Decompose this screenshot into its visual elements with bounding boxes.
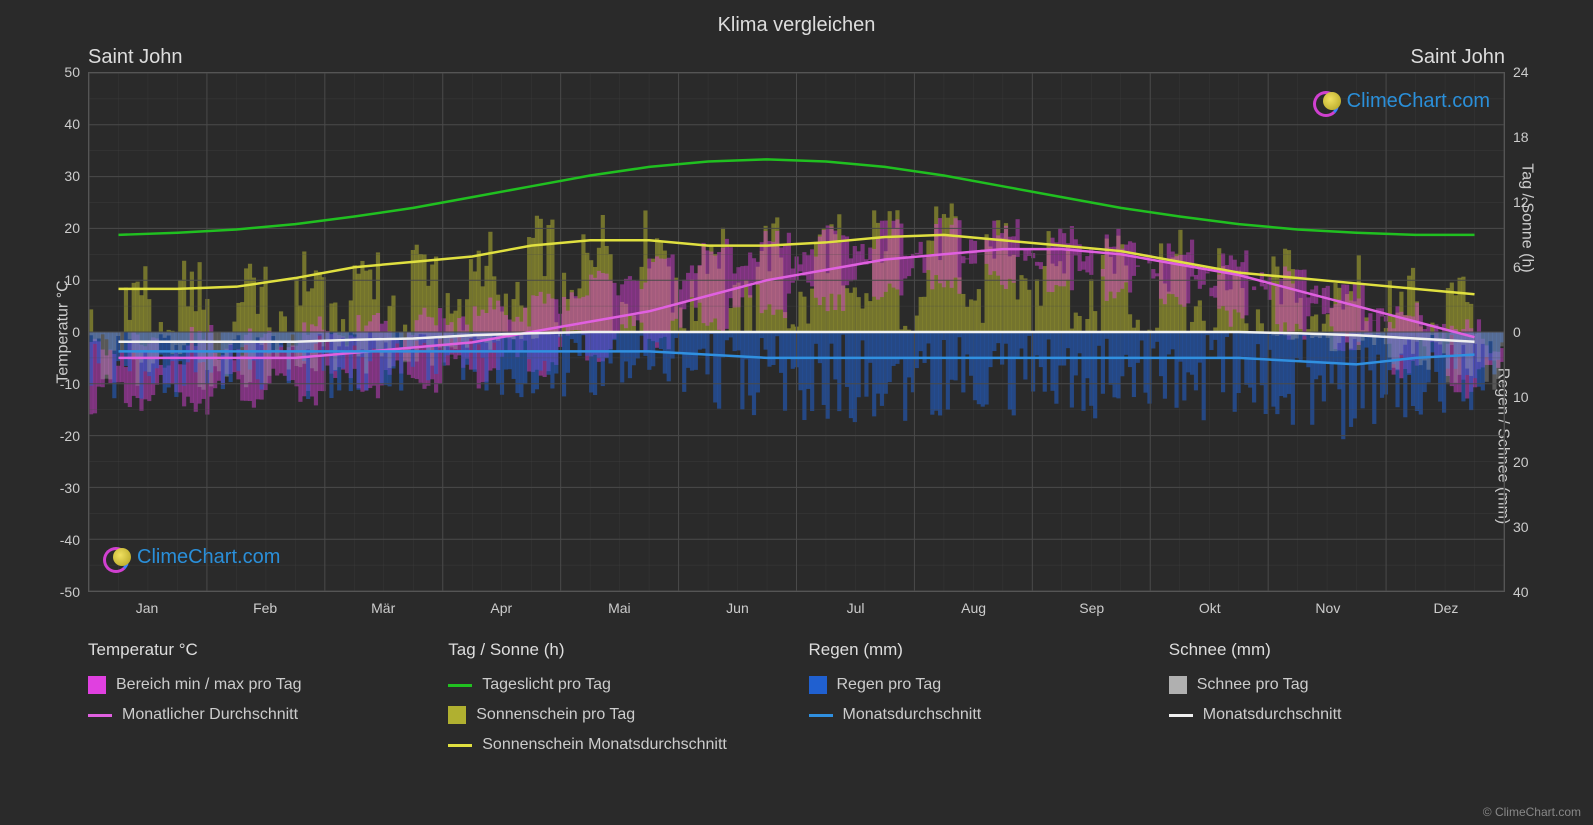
y-tick-left: -50 [60,584,80,600]
watermark-top: ClimeChart.com [1313,87,1490,115]
y-tick-left: 40 [64,116,80,132]
y-axis-right: Tag / Sonne (h) Regen / Schnee (mm) 2418… [1507,72,1593,592]
copyright-text: © ClimeChart.com [1483,805,1581,819]
brand-logo-icon [1313,87,1341,115]
legend-label: Regen pro Tag [837,676,942,694]
legend: Temperatur °C Bereich min / max pro Tag M… [88,640,1505,754]
legend-item: Schnee pro Tag [1169,676,1505,694]
legend-col-sun: Tag / Sonne (h) Tageslicht pro Tag Sonnen… [448,640,784,754]
legend-label: Tageslicht pro Tag [482,676,611,694]
x-tick: Aug [961,600,986,616]
legend-header: Tag / Sonne (h) [448,640,784,660]
y-axis-left: Temperatur °C 50403020100-10-20-30-40-50 [0,72,86,592]
y-tick-left: -20 [60,428,80,444]
x-tick: Apr [490,600,512,616]
legend-label: Monatlicher Durchschnitt [122,706,298,724]
plot-area: ClimeChart.com ClimeChart.com [88,72,1505,592]
legend-item: Tageslicht pro Tag [448,676,784,694]
y-tick-right: 30 [1513,519,1529,535]
location-label-left: Saint John [88,46,183,69]
y-tick-left: 0 [72,324,80,340]
y-tick-right: 0 [1513,324,1521,340]
legend-label: Monatsdurchschnitt [843,706,982,724]
watermark-text: ClimeChart.com [1347,90,1490,113]
color-swatch-icon [88,676,106,694]
x-tick: Jun [726,600,749,616]
y-tick-left: -10 [60,376,80,392]
y-tick-right: 12 [1513,194,1529,210]
y-tick-left: 50 [64,64,80,80]
line-swatch-icon [448,744,472,747]
location-label-right: Saint John [1410,46,1505,69]
line-swatch-icon [448,684,472,687]
x-tick: Dez [1434,600,1459,616]
y-tick-left: 20 [64,220,80,236]
y-tick-left: 10 [64,272,80,288]
chart-container: Klima vergleichen Saint John Saint John … [0,0,1593,825]
y-tick-left: 30 [64,168,80,184]
x-tick: Mai [608,600,631,616]
legend-label: Monatsdurchschnitt [1203,706,1342,724]
line-swatch-icon [1169,714,1193,717]
legend-col-rain: Regen (mm) Regen pro Tag Monatsdurchschni… [809,640,1145,754]
legend-item: Sonnenschein Monatsdurchschnitt [448,736,784,754]
x-tick: Okt [1199,600,1221,616]
chart-title: Klima vergleichen [0,0,1593,37]
x-tick: Sep [1079,600,1104,616]
legend-item: Monatlicher Durchschnitt [88,706,424,724]
legend-label: Schnee pro Tag [1197,676,1309,694]
lines-layer [89,73,1504,591]
legend-item: Regen pro Tag [809,676,1145,694]
y-tick-right: 18 [1513,129,1529,145]
brand-logo-icon [103,543,131,571]
x-axis: Jan Feb Mär Apr Mai Jun Jul Aug Sep Okt Nov Dez [88,594,1505,624]
line-swatch-icon [809,714,833,717]
x-tick: Jan [136,600,159,616]
legend-col-snow: Schnee (mm) Schnee pro Tag Monatsdurchsch… [1169,640,1505,754]
y-tick-left: -40 [60,532,80,548]
legend-label: Sonnenschein Monatsdurchschnitt [482,736,727,754]
y-axis-right-top-label: Tag / Sonne (h) [1517,163,1535,272]
y-tick-right: 40 [1513,584,1529,600]
y-axis-left-label: Temperatur °C [55,280,73,383]
color-swatch-icon [448,706,466,724]
y-tick-right: 10 [1513,389,1529,405]
x-tick: Mär [371,600,395,616]
x-tick: Feb [253,600,277,616]
y-tick-left: -30 [60,480,80,496]
legend-item: Monatsdurchschnitt [1169,706,1505,724]
legend-item: Sonnenschein pro Tag [448,706,784,724]
y-tick-right: 24 [1513,64,1529,80]
legend-item: Monatsdurchschnitt [809,706,1145,724]
line-swatch-icon [88,714,112,717]
legend-header: Temperatur °C [88,640,424,660]
legend-label: Bereich min / max pro Tag [116,676,302,694]
legend-item: Bereich min / max pro Tag [88,676,424,694]
legend-col-temperature: Temperatur °C Bereich min / max pro Tag M… [88,640,424,754]
x-tick: Nov [1315,600,1340,616]
legend-header: Schnee (mm) [1169,640,1505,660]
color-swatch-icon [1169,676,1187,694]
color-swatch-icon [809,676,827,694]
watermark-text: ClimeChart.com [137,546,280,569]
legend-label: Sonnenschein pro Tag [476,706,635,724]
legend-header: Regen (mm) [809,640,1145,660]
y-tick-right: 20 [1513,454,1529,470]
watermark-bottom: ClimeChart.com [103,543,280,571]
x-tick: Jul [847,600,865,616]
y-tick-right: 6 [1513,259,1521,275]
